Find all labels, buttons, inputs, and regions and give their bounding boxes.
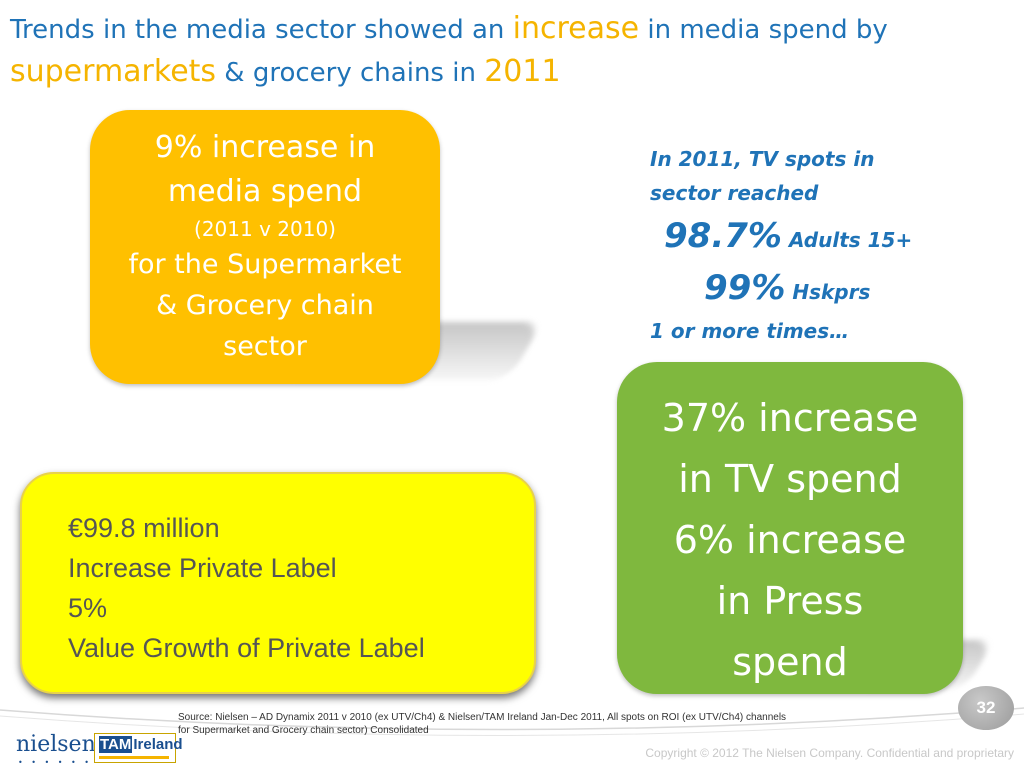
title-part2: in media spend by — [639, 15, 888, 45]
media-spend-box: 9% increase in media spend (2011 v 2010)… — [90, 110, 440, 384]
page-number: 32 — [958, 686, 1014, 730]
source-note: Source: Nielsen – AD Dynamix 2011 v 2010… — [178, 711, 898, 737]
copyright-notice: Copyright © 2012 The Nielsen Company. Co… — [645, 746, 1014, 760]
media-spend-line2: media spend — [167, 174, 363, 209]
tv-press-line1: 37% increase — [661, 396, 919, 440]
tv-press-line4: in Press — [716, 579, 864, 623]
ireland-logo-part: Ireland — [133, 736, 183, 753]
media-spend-line1: 9% increase in — [154, 130, 376, 165]
tv-callout-hskprs: 99% Hskprs — [650, 262, 970, 314]
private-label-line2: Increase Private Label — [68, 553, 337, 583]
adults-label: Adults 15+ — [788, 228, 913, 252]
private-label-line3: 5% — [68, 593, 108, 623]
tv-spots-callout: In 2011, TV spots in sector reached 98.7… — [650, 142, 970, 348]
tam-logo-bar — [99, 756, 169, 759]
tv-press-spend-box: 37% increase in TV spend 6% increase in … — [617, 362, 963, 694]
title-highlight-supermarkets: supermarkets — [10, 54, 217, 89]
adults-percent: 98.7% — [664, 216, 782, 256]
nielsen-logo: nielsen — [16, 732, 96, 757]
media-spend-line5: & Grocery chain — [156, 290, 374, 321]
tam-ireland-logo-text: TAM Ireland — [99, 736, 184, 753]
nielsen-logo-dots: • • • • • • • • — [18, 758, 119, 767]
source-line2: for Supermarket and Grocery chain sector… — [178, 725, 429, 736]
hskprs-percent: 99% — [704, 268, 786, 308]
private-label-line4: Value Growth of Private Label — [68, 633, 425, 663]
title-part1: Trends in the media sector showed an — [10, 15, 513, 45]
private-label-box: €99.8 million Increase Private Label 5% … — [20, 472, 536, 694]
tv-press-line3: 6% increase — [673, 518, 907, 562]
tam-logo-part: TAM — [99, 736, 133, 753]
footer-arc-decoration — [0, 707, 1024, 737]
tv-callout-line2: sector reached — [650, 181, 819, 205]
tv-callout-adults: 98.7% Adults 15+ — [650, 210, 970, 262]
media-spend-period: (2011 v 2010) — [194, 217, 336, 241]
private-label-line1: €99.8 million — [68, 513, 220, 543]
title-highlight-increase: increase — [512, 11, 640, 46]
title-part3: & grocery chains in — [216, 58, 485, 88]
tv-press-line2: in TV spend — [678, 457, 902, 501]
hskprs-label: Hskprs — [792, 280, 871, 304]
slide-title: Trends in the media sector showed an inc… — [10, 8, 1010, 94]
source-line1: Source: Nielsen – AD Dynamix 2011 v 2010… — [178, 712, 787, 723]
tam-ireland-logo: TAM Ireland — [94, 733, 183, 763]
title-highlight-year: 2011 — [484, 54, 561, 89]
tv-callout-line1: In 2011, TV spots in — [650, 147, 875, 171]
media-spend-line6: sector — [223, 331, 307, 362]
media-spend-line4: for the Supermarket — [128, 249, 402, 280]
tv-callout-line5: 1 or more times… — [650, 319, 850, 343]
tv-press-line5: spend — [732, 640, 848, 684]
